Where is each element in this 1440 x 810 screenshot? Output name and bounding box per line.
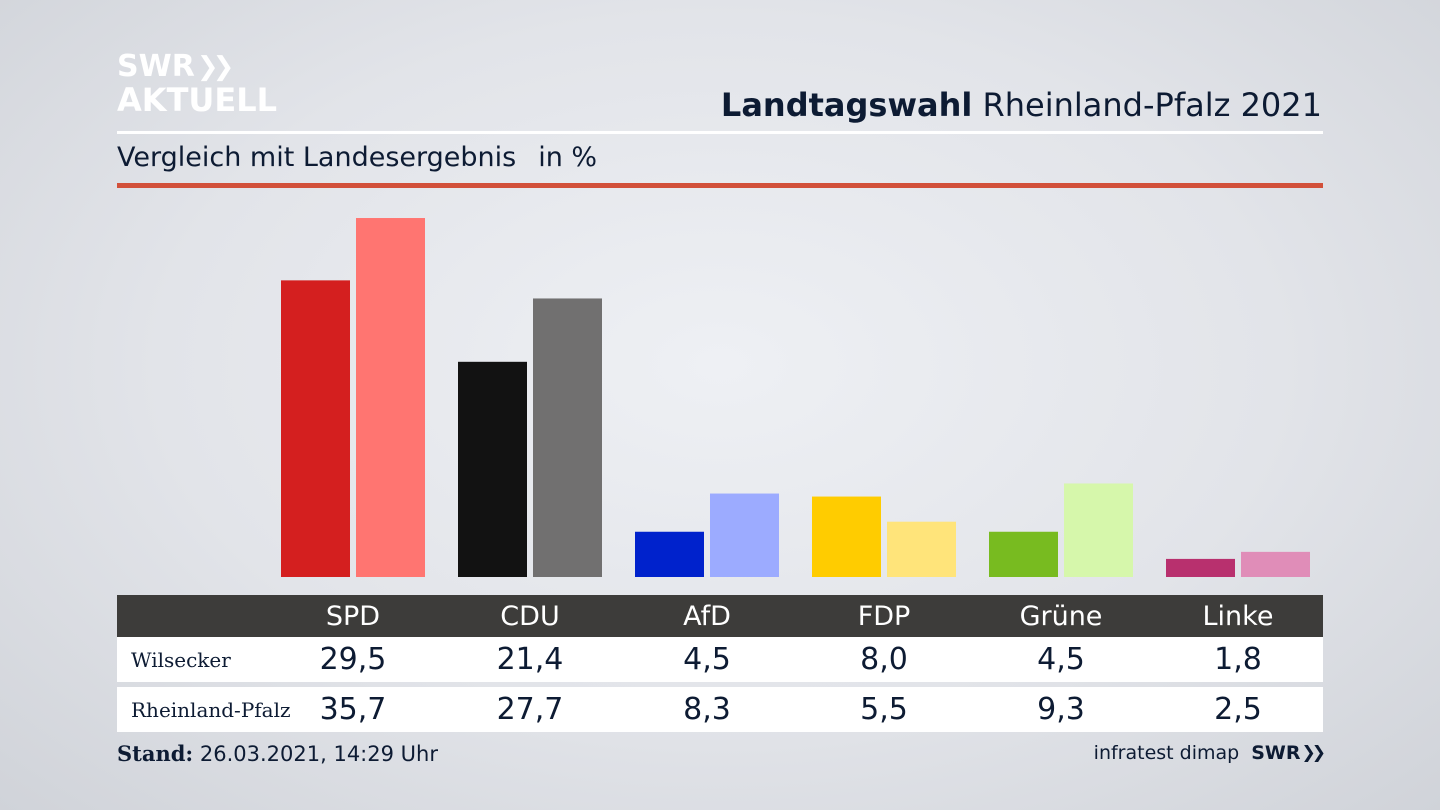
column-header-fdp: FDP <box>857 600 911 632</box>
value-cdu-wilsecker: 21,4 <box>496 642 564 677</box>
bar-cdu-rheinland-pfalz <box>533 298 602 577</box>
results-table: SPD CDU AfD FDP Grüne Linke Wilsecker 29,5 21,… <box>117 595 1323 732</box>
bar-gruene-wilsecker <box>989 531 1058 577</box>
chart-subtitle: Vergleich mit Landesergebnis in % <box>117 142 597 173</box>
bar-afd-rheinland-pfalz <box>710 493 779 577</box>
title-rest: Rheinland-Pfalz 2021 <box>982 86 1322 124</box>
table-row-rheinland-pfalz: Rheinland-Pfalz 35,7 27,7 8,3 5,5 9,3 2,5 <box>117 687 1323 732</box>
value-fdp-wilsecker: 8,0 <box>860 642 908 677</box>
column-header-afd: AfD <box>683 600 731 632</box>
stand-value: 26.03.2021, 14:29 Uhr <box>199 742 438 766</box>
value-fdp-rheinland-pfalz: 5,5 <box>860 692 908 727</box>
subtitle-text: Vergleich mit Landesergebnis <box>117 142 517 173</box>
value-gruene-rheinland-pfalz: 9,3 <box>1037 692 1085 727</box>
table-header-row: SPD CDU AfD FDP Grüne Linke <box>117 595 1323 637</box>
double-chevron-icon: ❯❯ <box>196 52 234 82</box>
bar-fdp-wilsecker <box>812 496 881 577</box>
bar-spd-rheinland-pfalz <box>356 218 425 577</box>
column-header-spd: SPD <box>325 600 381 632</box>
timestamp: Stand: 26.03.2021, 14:29 Uhr <box>117 741 438 766</box>
bar-afd-wilsecker <box>635 531 704 577</box>
page-title: Landtagswahl Rheinland-Pfalz 2021 <box>721 86 1322 124</box>
source-credit: infratest dimap SWR ❯❯ <box>1093 742 1326 764</box>
title-bold: Landtagswahl <box>720 86 973 124</box>
double-chevron-icon: ❯❯ <box>1301 743 1326 763</box>
bar-cdu-wilsecker <box>458 361 527 577</box>
row-label-rheinland-pfalz: Rheinland-Pfalz <box>131 697 291 722</box>
table-row-wilsecker: Wilsecker 29,5 21,4 4,5 8,0 4,5 1,8 <box>117 637 1323 682</box>
stand-label: Stand: <box>117 741 194 766</box>
swr-aktuell-logo: SWR ❯❯ AKTUELL <box>117 49 278 119</box>
unit-label: in % <box>538 142 598 173</box>
bar-spd-wilsecker <box>281 280 350 577</box>
value-gruene-wilsecker: 4,5 <box>1037 642 1085 677</box>
bar-linke-rheinland-pfalz <box>1241 551 1310 577</box>
bar-linke-wilsecker <box>1166 558 1235 577</box>
value-linke-rheinland-pfalz: 2,5 <box>1214 692 1262 727</box>
footer-brand: SWR <box>1251 742 1301 764</box>
bar-fdp-rheinland-pfalz <box>887 521 956 577</box>
bar-gruene-rheinland-pfalz <box>1064 483 1133 577</box>
value-cdu-rheinland-pfalz: 27,7 <box>496 692 564 727</box>
value-afd-wilsecker: 4,5 <box>683 642 731 677</box>
subtitle-divider <box>117 183 1323 188</box>
column-header-linke: Linke <box>1202 600 1274 632</box>
header-divider <box>117 131 1323 134</box>
value-linke-wilsecker: 1,8 <box>1214 642 1262 677</box>
value-spd-rheinland-pfalz: 35,7 <box>319 692 387 727</box>
row-label-wilsecker: Wilsecker <box>131 647 231 672</box>
value-spd-wilsecker: 29,5 <box>319 642 387 677</box>
logo-aktuell-text: AKTUELL <box>117 81 278 119</box>
logo-swr-text: SWR <box>117 49 195 84</box>
column-header-cdu: CDU <box>500 600 560 632</box>
column-header-gruene: Grüne <box>1019 600 1103 632</box>
value-afd-rheinland-pfalz: 8,3 <box>683 692 731 727</box>
source-text: infratest dimap <box>1093 742 1240 764</box>
